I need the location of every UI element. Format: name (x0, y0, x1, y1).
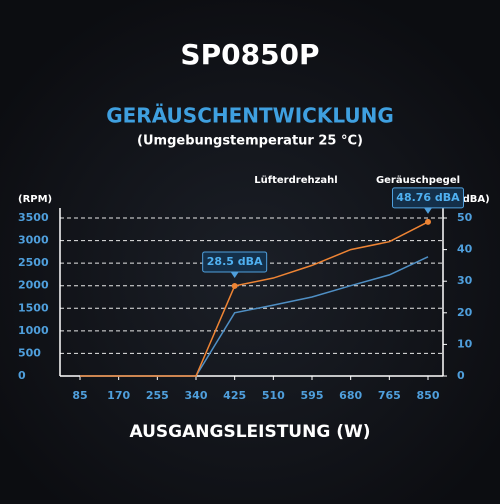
data-label-pointer (230, 271, 239, 278)
x-tick-label: 595 (301, 389, 324, 402)
x-tick-label: 170 (107, 389, 130, 402)
y-tick-label: 3500 (18, 211, 49, 224)
data-label: 28.5 dBA (207, 255, 263, 268)
legend-label: Lüfterdrehzahl (254, 175, 337, 186)
y-tick-label: 3000 (18, 234, 49, 247)
y2-tick-label: 40 (457, 243, 473, 256)
x-tick-label: 510 (262, 389, 285, 402)
data-label: 48.76 dBA (396, 191, 460, 204)
y-tick-label: 2500 (18, 256, 49, 269)
series-line (80, 221, 429, 377)
data-point (231, 282, 238, 289)
y-tick-label: 1500 (18, 301, 49, 314)
x-tick-label: 425 (223, 389, 246, 402)
legend-label: Geräuschpegel (376, 175, 460, 186)
y2-tick-label: 50 (457, 211, 473, 224)
chart-title: SP0850P (180, 38, 319, 71)
data-point (425, 218, 431, 225)
x-tick-label: 340 (185, 389, 208, 402)
y2-tick-label: 30 (457, 274, 473, 287)
x-axis-label: AUSGANGSLEISTUNG (W) (129, 422, 370, 442)
chart-note: (Umgebungstemperatur 25 °C) (137, 134, 363, 149)
chart-subtitle: GERÄUSCHENTWICKLUNG (106, 104, 394, 128)
y-tick-label: 0 (18, 369, 26, 382)
x-tick-label: 255 (146, 389, 169, 402)
x-tick-label: 85 (72, 389, 87, 402)
y2-tick-label: 0 (457, 369, 465, 382)
x-tick-label: 850 (417, 389, 440, 402)
y-tick-label: 500 (18, 346, 41, 359)
y-tick-label: 2000 (18, 279, 49, 292)
y-axis-label: (RPM) (18, 194, 52, 205)
x-tick-label: 765 (378, 389, 401, 402)
x-tick-label: 680 (339, 389, 362, 402)
y2-tick-label: 20 (457, 306, 473, 319)
data-label-pointer (424, 207, 432, 214)
y-tick-label: 1000 (18, 324, 49, 337)
y2-tick-label: 10 (457, 337, 473, 350)
y2-axis-label: (dBA) (458, 194, 490, 205)
